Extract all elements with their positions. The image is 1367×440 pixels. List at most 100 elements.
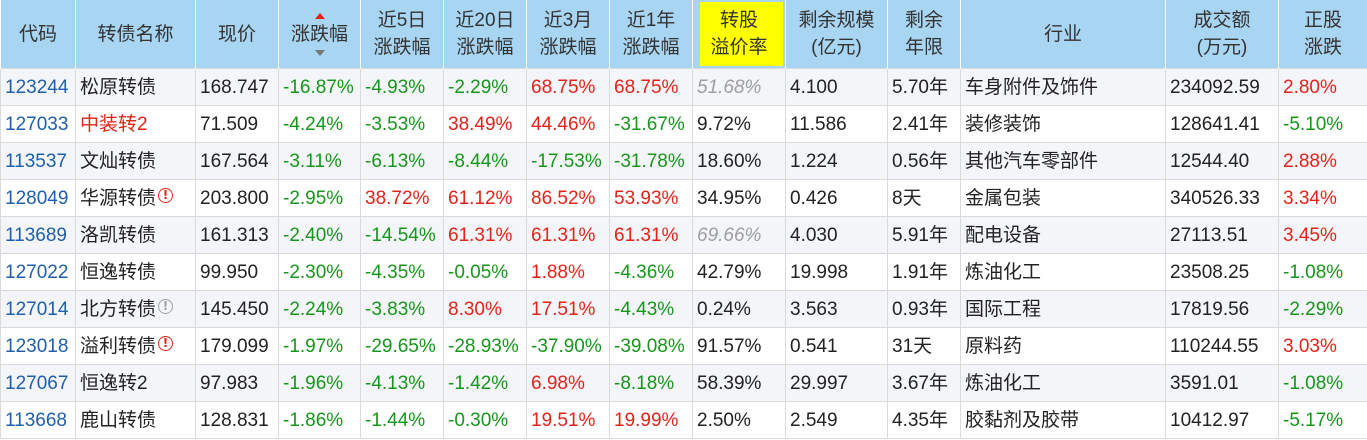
table-row[interactable]: 123018 溢利转债 179.099 -1.97% -29.65% -28.93% -37…: [0, 327, 1367, 365]
bond-name-value[interactable]: 北方转债: [80, 298, 157, 320]
code-value[interactable]: 128049: [5, 187, 69, 209]
price-cell: 167.564: [195, 142, 279, 180]
code-cell[interactable]: 113537: [0, 142, 76, 180]
conversion-premium-value: 69.66%: [697, 224, 762, 246]
code-value[interactable]: 127022: [5, 261, 69, 283]
table-row[interactable]: 127014 北方转债 145.450 -2.24% -3.83% 8.30% 17.51%…: [0, 290, 1367, 328]
header-code[interactable]: 代码: [0, 0, 76, 69]
industry-cell: 配电设备: [960, 216, 1166, 254]
bond-name-cell[interactable]: 洛凯转债: [75, 216, 196, 254]
code-cell[interactable]: 113668: [0, 401, 76, 439]
header-change-20d[interactable]: 近20日 涨跌幅: [443, 0, 527, 69]
table-row[interactable]: 127022 恒逸转债 99.950 -2.30% -4.35% -0.05% 1.88% -…: [0, 253, 1367, 291]
table-row[interactable]: 113689 洛凯转债 161.313 -2.40% -14.54% 61.31% 61.3…: [0, 216, 1367, 254]
bond-name-cell[interactable]: 文灿转债: [75, 142, 196, 180]
code-value[interactable]: 113689: [5, 224, 67, 246]
bond-name-cell[interactable]: 中装转2: [75, 105, 196, 143]
price-value: 71.509: [200, 113, 259, 135]
header-conversion-premium[interactable]: 转股 溢价率: [692, 0, 786, 69]
code-cell[interactable]: 123018: [0, 327, 76, 365]
header-turnover[interactable]: 成交额 (万元): [1165, 0, 1279, 69]
header-price[interactable]: 现价: [195, 0, 279, 69]
exclamation-circle-icon[interactable]: [158, 298, 174, 314]
bond-name-value[interactable]: 鹿山转债: [80, 409, 157, 431]
change-value: -1.86%: [283, 409, 344, 431]
bond-name-value[interactable]: 洛凯转债: [80, 224, 157, 246]
code-cell[interactable]: 123244: [0, 68, 76, 106]
header-bond-name[interactable]: 转债名称: [75, 0, 196, 69]
code-value[interactable]: 127067: [5, 372, 69, 394]
change-20d-value: -0.30%: [448, 409, 509, 431]
bond-name-value[interactable]: 溢利转债: [80, 335, 157, 357]
change-cell: -1.96%: [278, 364, 361, 402]
code-value[interactable]: 123244: [5, 76, 69, 98]
header-label: 涨跌幅: [290, 23, 348, 45]
table-row[interactable]: 128049 华源转债 203.800 -2.95% 38.72% 61.12% 86.52…: [0, 179, 1367, 217]
code-value[interactable]: 127033: [5, 113, 69, 135]
header-label: (万元): [1196, 37, 1248, 58]
change-5d-cell: -29.65%: [360, 327, 444, 365]
header-label: (亿元): [811, 37, 862, 58]
header-label: 剩余: [904, 10, 943, 31]
code-value[interactable]: 123018: [5, 335, 69, 357]
turnover-cell: 234092.59: [1165, 68, 1279, 106]
bond-name-value[interactable]: 恒逸转2: [80, 372, 148, 394]
header-change-5d[interactable]: 近5日 涨跌幅: [360, 0, 444, 69]
code-cell[interactable]: 127067: [0, 364, 76, 402]
code-cell[interactable]: 127022: [0, 253, 76, 291]
table-row[interactable]: 127033 中装转2 71.509 -4.24% -3.53% 38.49% 44.46%…: [0, 105, 1367, 143]
bond-name-cell[interactable]: 松原转债: [75, 68, 196, 106]
change-1y-value: -31.78%: [614, 150, 685, 172]
header-label: 成交额: [1193, 10, 1251, 31]
code-value[interactable]: 113668: [5, 409, 67, 431]
change-3m-value: -17.53%: [531, 150, 602, 172]
change-3m-cell: 86.52%: [526, 179, 610, 217]
header-remaining-size[interactable]: 剩余规模 (亿元): [785, 0, 888, 69]
exclamation-circle-icon[interactable]: [158, 335, 174, 351]
sort-ascending-icon[interactable]: [314, 12, 325, 19]
bond-name-cell[interactable]: 恒逸转2: [75, 364, 196, 402]
bond-name-cell[interactable]: 恒逸转债: [75, 253, 196, 291]
bond-name-value[interactable]: 中装转2: [80, 113, 148, 135]
bond-name-cell[interactable]: 鹿山转债: [75, 401, 196, 439]
header-label: 涨跌幅: [539, 37, 597, 58]
turnover-cell: 128641.41: [1165, 105, 1279, 143]
bond-name-value[interactable]: 文灿转债: [80, 150, 157, 172]
bond-name-cell[interactable]: 华源转债: [75, 179, 196, 217]
table-row[interactable]: 123244 松原转债 168.747 -16.87% -4.93% -2.29% 68.7…: [0, 68, 1367, 106]
stock-change-cell: 3.03%: [1278, 327, 1367, 365]
exclamation-circle-icon[interactable]: [158, 187, 174, 203]
remaining-size-cell: 0.541: [785, 327, 888, 365]
bond-name-cell[interactable]: 北方转债: [75, 290, 196, 328]
header-remaining-term[interactable]: 剩余 年限: [887, 0, 961, 69]
header-change-1y[interactable]: 近1年 涨跌幅: [609, 0, 693, 69]
change-value: -2.95%: [283, 187, 344, 209]
sort-descending-icon[interactable]: [314, 49, 325, 56]
stock-change-value: 3.45%: [1283, 224, 1337, 246]
header-change-3m[interactable]: 近3月 涨跌幅: [526, 0, 610, 69]
change-20d-cell: 8.30%: [443, 290, 527, 328]
table-row[interactable]: 127067 恒逸转2 97.983 -1.96% -4.13% -1.42% 6.98% -…: [0, 364, 1367, 402]
bond-name-value[interactable]: 恒逸转债: [80, 261, 157, 283]
code-cell[interactable]: 127033: [0, 105, 76, 143]
header-stock-change[interactable]: 正股 涨跌: [1278, 0, 1367, 69]
header-industry[interactable]: 行业: [960, 0, 1166, 69]
remaining-term-cell: 0.56年: [887, 142, 961, 180]
conversion-premium-cell: 91.57%: [692, 327, 786, 365]
table-row[interactable]: 113668 鹿山转债 128.831 -1.86% -1.44% -0.30% 19.51…: [0, 401, 1367, 439]
conversion-premium-cell: 18.60%: [692, 142, 786, 180]
table-row[interactable]: 113537 文灿转债 167.564 -3.11% -6.13% -8.44% -17.5…: [0, 142, 1367, 180]
change-5d-cell: -4.13%: [360, 364, 444, 402]
bond-name-value[interactable]: 华源转债: [80, 187, 157, 209]
code-value[interactable]: 113537: [5, 150, 67, 172]
code-cell[interactable]: 113689: [0, 216, 76, 254]
stock-change-cell: -1.08%: [1278, 364, 1367, 402]
code-value[interactable]: 127014: [5, 298, 69, 320]
header-change[interactable]: 涨跌幅: [278, 0, 361, 69]
bond-name-value[interactable]: 松原转债: [80, 76, 157, 98]
bond-name-cell[interactable]: 溢利转债: [75, 327, 196, 365]
code-cell[interactable]: 128049: [0, 179, 76, 217]
code-cell[interactable]: 127014: [0, 290, 76, 328]
header-label: 剩余规模: [798, 10, 875, 31]
change-1y-value: -4.36%: [614, 261, 675, 283]
